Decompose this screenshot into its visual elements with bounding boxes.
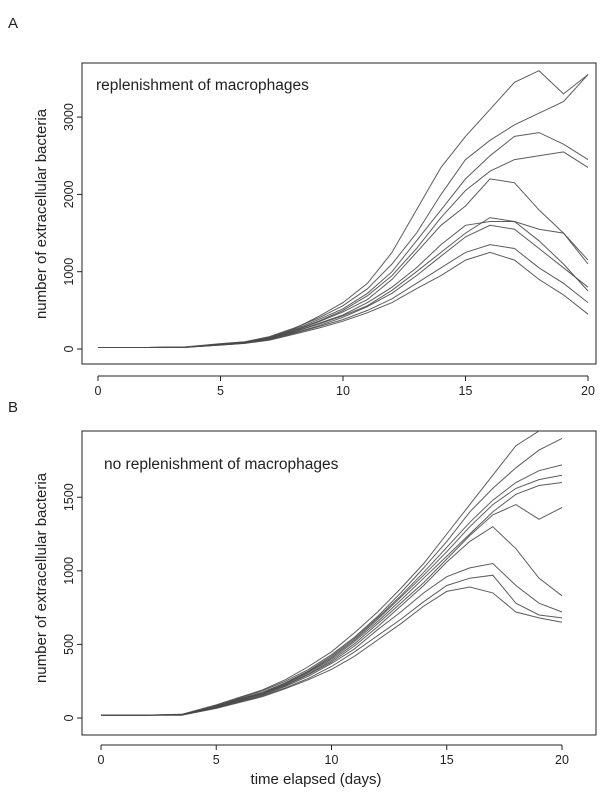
panel-a-x-tick-label: 5 — [217, 384, 224, 398]
panel-b-plot-frame — [81, 430, 597, 736]
panel-a-y-tick-label: 2000 — [62, 180, 76, 208]
panel-a-series-line-4 — [98, 151, 589, 348]
panel-a-series-line-6 — [98, 221, 589, 348]
panel-b-x-tick-label: 10 — [325, 753, 339, 767]
panel-a-y-axis-title: number of extracellular bacteria — [33, 108, 50, 319]
panel-b-x-tick-label: 5 — [213, 753, 220, 767]
panel-b-y-tick-label: 500 — [62, 634, 76, 655]
panel-b-y-tick-label: 1000 — [62, 557, 76, 585]
panel-b-letter: B — [8, 399, 18, 416]
panel-b-series-group — [101, 431, 563, 716]
panel-b-series-line-8 — [101, 562, 563, 716]
panel-b-y-tick-label: 1500 — [62, 483, 76, 511]
panel-b-series-line-7 — [101, 526, 563, 716]
panel-b-x-tick-label: 0 — [98, 753, 105, 767]
panel-b-series-line-1 — [101, 431, 542, 716]
panel-b-x-tick-label: 20 — [555, 753, 569, 767]
panel-b-series-line-3 — [101, 464, 563, 716]
panel-a-letter: A — [8, 15, 18, 32]
panel-a-x-tick-label: 10 — [336, 384, 350, 398]
panel-a-y-tick-label: 3000 — [62, 103, 76, 131]
panel-b-series-line-6 — [101, 504, 563, 716]
panel-b-series-line-10 — [101, 586, 563, 716]
panel-a-x-tick-label: 20 — [581, 384, 595, 398]
panel-a-series-line-2 — [98, 74, 589, 348]
panel-b-series-line-4 — [101, 474, 563, 716]
panel-a-series-line-7 — [98, 217, 589, 348]
panel-a-annotation: replenishment of macrophages — [96, 77, 309, 94]
panel-a-y-tick-label: 1000 — [62, 258, 76, 286]
panel-b: B no replenishment of macrophages number… — [8, 399, 597, 767]
panel-b-series-line-9 — [101, 574, 563, 716]
panel-a-y-tick-label: 0 — [62, 345, 76, 352]
panel-a-series-line-10 — [98, 251, 589, 348]
panel-a-series-line-5 — [98, 178, 589, 348]
panel-b-y-tick-label: 0 — [62, 714, 76, 721]
panel-a-series-line-8 — [98, 224, 589, 348]
panel-a-x-tick-label: 0 — [95, 384, 102, 398]
panel-b-series-line-2 — [101, 437, 563, 716]
panel-a: A replenishment of macrophages number of… — [8, 15, 597, 398]
panel-a-axes: 0 5 10 15 20 0 1000 2000 3000 — [62, 103, 595, 398]
panel-b-series-line-5 — [101, 482, 563, 716]
panel-b-y-axis-title: number of extracellular bacteria — [33, 472, 50, 683]
panel-b-annotation: no replenishment of macrophages — [104, 456, 339, 473]
panel-a-x-tick-label: 15 — [459, 384, 473, 398]
panel-b-x-tick-label: 15 — [440, 753, 454, 767]
panel-a-series-group — [98, 70, 589, 348]
x-axis-title: time elapsed (days) — [251, 771, 382, 788]
panel-b-axes: 0 5 10 15 20 0 500 1000 1500 — [62, 483, 569, 767]
